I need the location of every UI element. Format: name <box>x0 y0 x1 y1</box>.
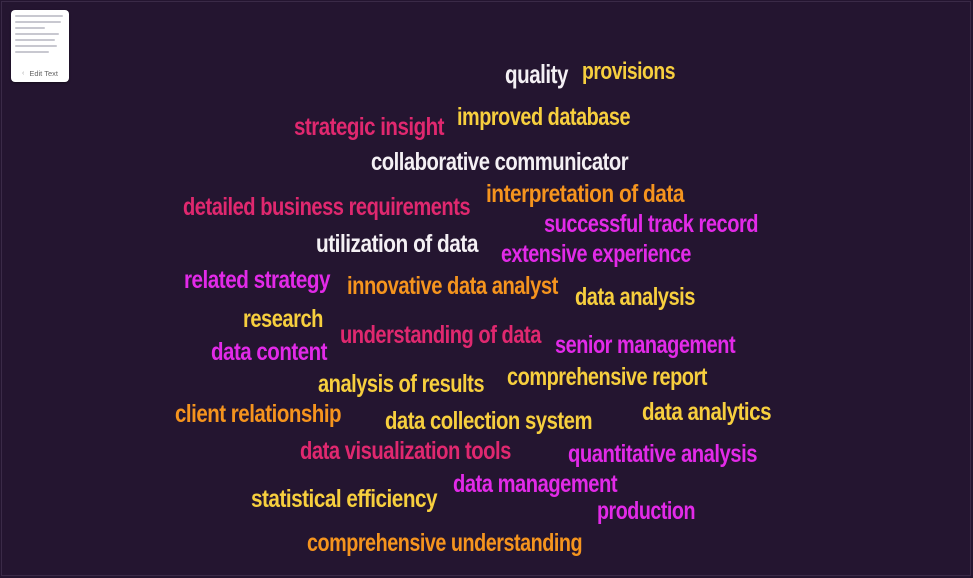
word-production: production <box>597 497 696 525</box>
word-statistical-efficiency: statistical efficiency <box>251 485 438 513</box>
word-client-relationship: client relationship <box>175 400 342 428</box>
word-successful-track-record: successful track record <box>544 210 759 238</box>
edit-text-thumbnail[interactable]: ‹ Edit Text <box>11 10 69 82</box>
chevron-left-icon: ‹ <box>22 69 25 77</box>
word-data-content: data content <box>211 338 327 366</box>
word-interpretation-of-data: interpretation of data <box>486 180 684 208</box>
word-research: research <box>243 305 323 333</box>
text-preview-lines <box>15 15 65 57</box>
word-strategic-insight: strategic insight <box>294 113 444 141</box>
word-quantitative-analysis: quantitative analysis <box>568 440 757 468</box>
word-analysis-of-results: analysis of results <box>318 370 485 398</box>
word-detailed-business-requirements: detailed business requirements <box>183 193 471 221</box>
word-innovative-data-analyst: innovative data analyst <box>347 272 558 300</box>
edit-text-button[interactable]: ‹ Edit Text <box>11 67 69 79</box>
word-comprehensive-understanding: comprehensive understanding <box>307 529 583 557</box>
word-collaborative-communicator: collaborative communicator <box>371 148 629 176</box>
word-understanding-of-data: understanding of data <box>340 321 541 349</box>
word-improved-database: improved database <box>457 103 631 131</box>
word-data-management: data management <box>453 470 618 498</box>
word-comprehensive-report: comprehensive report <box>507 363 707 391</box>
word-data-collection-system: data collection system <box>385 407 593 435</box>
word-quality: quality <box>505 59 569 89</box>
word-utilization-of-data: utilization of data <box>316 230 478 258</box>
word-data-visualization-tools: data visualization tools <box>300 437 511 465</box>
word-provisions: provisions <box>582 58 675 85</box>
word-data-analytics: data analytics <box>642 398 772 426</box>
word-senior-management: senior management <box>555 331 736 359</box>
word-extensive-experience: extensive experience <box>501 240 691 268</box>
word-related-strategy: related strategy <box>184 266 331 294</box>
edit-text-label: Edit Text <box>29 68 58 78</box>
word-data-analysis: data analysis <box>575 283 695 311</box>
